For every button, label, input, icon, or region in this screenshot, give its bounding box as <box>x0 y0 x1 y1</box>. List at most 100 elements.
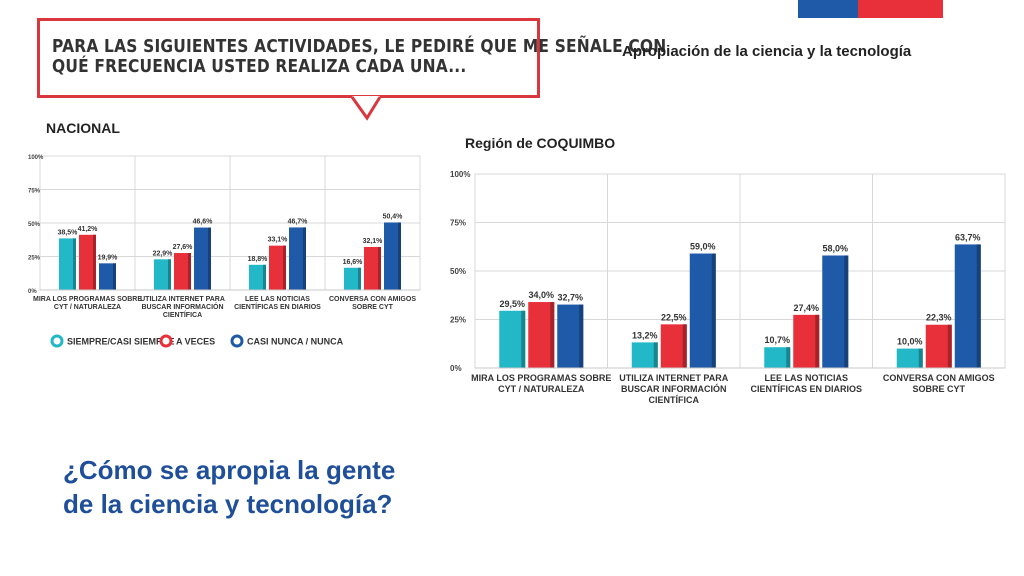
flag-red-stripe <box>858 0 943 18</box>
bar-side <box>976 244 981 368</box>
category-label: UTILIZA INTERNET PARA BUSCAR INFORMACIÓN C… <box>140 296 225 319</box>
bar <box>364 246 381 290</box>
bar-value-label: 46,7% <box>288 218 309 225</box>
y-tick-label: 50% <box>28 222 41 228</box>
y-tick-label: 75% <box>450 219 466 228</box>
flag-blue-stripe <box>798 0 858 18</box>
category-label: CONVERSA CON AMIGOS SOBRE CYT <box>883 373 995 394</box>
y-tick-label: 100% <box>28 155 44 161</box>
bar-value-label: 27,6% <box>173 244 194 251</box>
bar-value-label: 34,0% <box>528 290 554 300</box>
bar <box>660 324 687 368</box>
question-line-2: de la ciencia y tecnología? <box>63 489 393 519</box>
bar-side <box>786 347 791 368</box>
bar-side <box>358 267 361 290</box>
bar-value-label: 41,2% <box>78 226 99 233</box>
bubble-line-2: qué frecuencia usted realiza cada una... <box>52 56 467 77</box>
bar <box>557 304 584 368</box>
bar-value-label: 29,5% <box>499 299 525 309</box>
bar-value-label: 63,7% <box>955 232 981 242</box>
bar-value-label: 32,7% <box>557 293 583 303</box>
bar-side <box>682 324 687 368</box>
legend-marker <box>159 334 173 348</box>
bar-value-label: 46,6% <box>193 219 214 226</box>
bar-value-label: 27,4% <box>793 303 819 313</box>
bar-value-label: 22,9% <box>153 250 174 257</box>
bar-side <box>947 324 952 368</box>
bar <box>269 245 286 290</box>
bar <box>289 227 306 290</box>
bar-value-label: 38,5% <box>58 229 79 236</box>
bar <box>79 234 96 290</box>
y-tick-label: 75% <box>28 189 41 195</box>
y-tick-label: 25% <box>28 256 41 262</box>
bar-value-label: 19,9% <box>98 254 119 261</box>
category-label-line: CYT / NATURALEZA <box>54 304 121 311</box>
bar-side <box>73 238 76 290</box>
y-tick-label: 25% <box>450 316 466 325</box>
nacional-label: NACIONAL <box>46 120 120 136</box>
bubble-text: Para las siguientes actividades, le pedi… <box>52 37 666 77</box>
bar-side <box>579 304 584 368</box>
bar-side <box>378 246 381 290</box>
bar <box>764 347 791 368</box>
bar <box>154 259 171 290</box>
category-label-line: LEE LAS NOTICIAS <box>764 373 848 383</box>
bar-side <box>844 255 849 368</box>
y-tick-label: 0% <box>450 364 462 373</box>
bar-value-label: 18,8% <box>248 256 269 263</box>
category-label-line: MIRA LOS PROGRAMAS SOBRE <box>33 296 142 303</box>
bar-side <box>550 302 555 368</box>
y-tick-label: 0% <box>28 289 37 295</box>
category-label: CONVERSA CON AMIGOS SOBRE CYT <box>329 296 416 311</box>
speech-bubble: Para las siguientes actividades, le pedi… <box>37 18 666 98</box>
bar-side <box>283 245 286 290</box>
slide-title: Apropiación de la ciencia y la tecnologí… <box>622 43 912 60</box>
bar-value-label: 13,2% <box>632 330 658 340</box>
bar-value-label: 22,5% <box>661 312 687 322</box>
bar-value-label: 16,6% <box>343 259 364 266</box>
category-label: LEE LAS NOTICIAS CIENTÍFICAS EN DIARIOS <box>234 296 321 311</box>
y-tick-label: 100% <box>450 170 470 179</box>
bar-side <box>398 222 401 290</box>
bar-value-label: 33,1% <box>268 237 289 244</box>
chart-nacional: 100% 75% 50% 25% 0% 38,5%41,2% 19,9% MIRA LOS P… <box>28 155 421 348</box>
legend-marker <box>50 334 64 348</box>
bar <box>793 314 820 368</box>
bar <box>59 238 76 290</box>
category-label: MIRA LOS PROGRAMAS SOBRE CYT / NATURALEZA <box>471 373 611 394</box>
category-label-line: MIRA LOS PROGRAMAS SOBRE <box>471 373 611 383</box>
bar <box>896 348 923 368</box>
bar-value-label: 59,0% <box>690 242 716 252</box>
legend-label: CASI NUNCA / NUNCA <box>247 337 344 347</box>
bar <box>822 255 849 368</box>
bar-value-label: 10,7% <box>764 335 790 345</box>
category-label-line: SOBRE CYT <box>352 304 394 311</box>
bar-side <box>303 227 306 290</box>
bar-side <box>711 253 716 368</box>
bar <box>99 263 116 290</box>
bar <box>249 264 266 290</box>
bar-value-label: 50,4% <box>383 213 404 220</box>
bar-value-label: 58,0% <box>822 243 848 253</box>
bar-side <box>653 342 658 368</box>
bar <box>631 342 658 368</box>
category-label-line: UTILIZA INTERNET PARA <box>140 296 225 303</box>
bar <box>194 227 211 290</box>
bar <box>384 222 401 290</box>
category-label-line: LEE LAS NOTICIAS <box>245 296 310 303</box>
bar <box>689 253 716 368</box>
category-label-line: SOBRE CYT <box>912 384 965 394</box>
bubble-line-1: Para las siguientes actividades, le pedi… <box>52 36 667 57</box>
bar-side <box>168 259 171 290</box>
question-line-1: ¿Cómo se apropia la gente <box>63 455 396 485</box>
bar-value-label: 32,1% <box>363 238 384 245</box>
chart-region: 100% 75% 50% 25% 0% 29,5%34,0% 32,7% MIRA LOS P… <box>450 170 1006 405</box>
bar-side <box>918 348 923 368</box>
region-label: Región de COQUIMBO <box>465 135 616 151</box>
bar-side <box>263 264 266 290</box>
legend-marker <box>230 334 244 348</box>
bar-value-label: 22,3% <box>926 313 952 323</box>
category-label-line: CONVERSA CON AMIGOS <box>329 296 416 303</box>
question-heading: ¿Cómo se apropia la gente de la ciencia … <box>63 453 395 521</box>
